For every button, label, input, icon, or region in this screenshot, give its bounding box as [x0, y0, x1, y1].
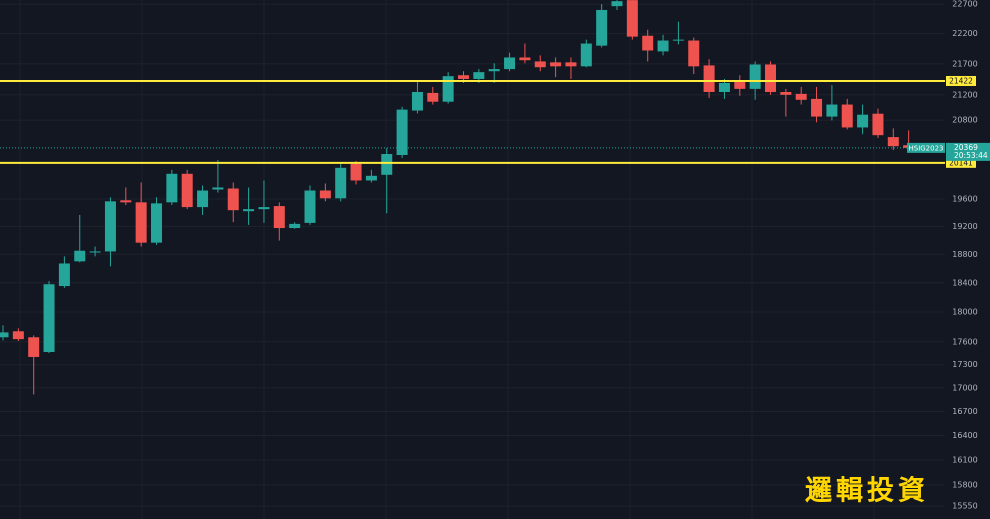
candle-body [273, 206, 285, 229]
candle-body [857, 114, 869, 128]
candle-body [120, 200, 132, 203]
candle-body [427, 92, 439, 102]
watermark: 邏輯投資 [805, 476, 929, 507]
candle-body [28, 337, 40, 357]
candle-body [749, 64, 761, 89]
y-tick-label: 18400 [952, 278, 977, 287]
y-tick-label: 20800 [952, 116, 977, 125]
candle-body [104, 201, 116, 252]
candle-body [734, 82, 746, 89]
y-tick-label: 19200 [952, 222, 977, 231]
candle-body [258, 207, 270, 210]
level-tag [946, 157, 976, 168]
y-tick-label: 17600 [952, 337, 977, 346]
candle-body [841, 104, 853, 128]
candle-body [458, 75, 469, 79]
candle-body [872, 113, 884, 136]
candle-body [626, 0, 638, 37]
candle-body [197, 190, 209, 208]
level-tag [946, 75, 976, 86]
y-tick-label: 21700 [952, 59, 977, 68]
candle-body [381, 154, 393, 175]
candle-body [596, 9, 608, 46]
candle-body [243, 209, 255, 212]
candle-body [657, 40, 669, 52]
y-tick-label: 19600 [952, 194, 977, 203]
candle-body [43, 284, 55, 353]
candle-body [718, 82, 730, 92]
last-price-label: 20369 [954, 143, 978, 152]
candle-body [58, 263, 70, 287]
price-tag [946, 142, 990, 161]
candle-body [826, 104, 838, 117]
candle-body [166, 173, 178, 203]
candle-body [488, 69, 500, 72]
y-tick-label: 16400 [952, 431, 977, 440]
candle-body [642, 35, 654, 51]
y-tick-label: 22200 [952, 29, 977, 38]
symbol-label: HSIG2023 [908, 144, 943, 152]
symbol-tag [907, 142, 945, 153]
candle-body [442, 76, 454, 102]
candle-body [304, 190, 316, 223]
candle-body [319, 190, 331, 199]
candle-body [89, 251, 101, 253]
candle-body [396, 109, 408, 155]
candle-body [887, 137, 899, 147]
y-tick-label: 22700 [952, 0, 977, 9]
candle-body [289, 223, 301, 229]
candle-body [212, 187, 224, 190]
candle-body [12, 331, 24, 340]
candle-body [0, 332, 9, 338]
candle-body [411, 91, 423, 111]
y-tick-label: 18000 [952, 307, 977, 316]
candle-body [611, 1, 623, 7]
candle-body [795, 93, 807, 100]
y-tick-label: 16100 [952, 456, 977, 465]
y-tick-label: 18800 [952, 250, 977, 259]
candle-body [74, 250, 86, 262]
candle-body [335, 167, 347, 199]
level-label: 20141 [949, 158, 973, 167]
candle-body [672, 39, 684, 41]
candle-body [703, 65, 715, 92]
y-tick-label: 16700 [952, 407, 977, 416]
level-label: 21422 [949, 76, 973, 85]
candle-body [151, 203, 162, 243]
candle-body [135, 202, 147, 243]
candle-body [365, 175, 377, 181]
candle-body [550, 62, 562, 67]
candle-body [688, 40, 700, 67]
candle-body [765, 64, 776, 92]
candle-body [473, 72, 485, 79]
y-tick-label: 21200 [952, 90, 977, 99]
y-tick-label: 17300 [952, 360, 977, 369]
candle-body [565, 62, 577, 67]
candle-body [780, 91, 792, 95]
candle-body [519, 57, 531, 61]
candle-body [227, 188, 239, 211]
candle-body [350, 163, 362, 181]
y-tick-label: 15800 [952, 480, 977, 489]
candle-body [811, 98, 823, 117]
candle-body [181, 173, 193, 208]
candle-body [534, 61, 546, 68]
y-tick-label: 15550 [952, 502, 977, 511]
candle-body [504, 57, 516, 70]
time-label: 20:53:44 [954, 151, 988, 160]
candle-body [580, 43, 592, 67]
y-tick-label: 17000 [952, 383, 977, 392]
